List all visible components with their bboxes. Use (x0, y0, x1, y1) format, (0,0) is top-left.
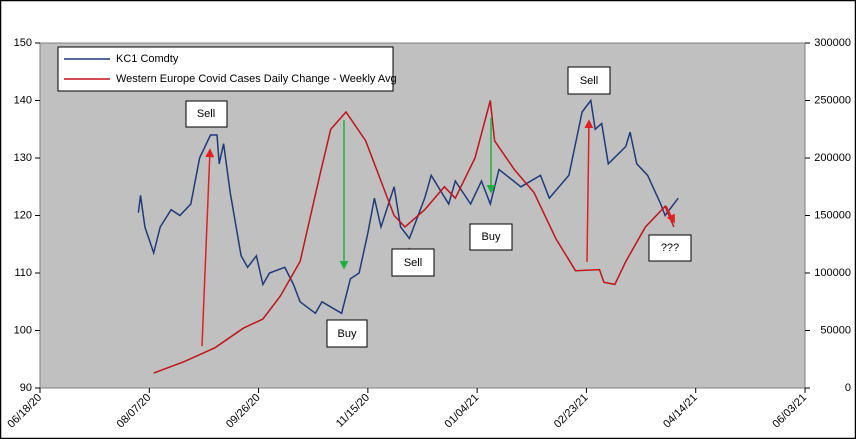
legend-label: Western Europe Covid Cases Daily Change … (116, 73, 397, 85)
y-tick-label: 110 (14, 267, 32, 279)
legend-box (57, 46, 394, 92)
series-line (137, 98, 679, 315)
y2-tick-label: 50000 (820, 324, 851, 336)
y-tick-label: 90 (20, 382, 32, 394)
plot-area (39, 42, 806, 389)
y-tick-label: 120 (14, 209, 32, 221)
annotations: Sell Buy Sell Buy Sell ??? (185, 66, 692, 348)
y2-tick-label: 300000 (814, 37, 851, 49)
y2-tick-label: 250000 (814, 94, 851, 106)
annotation-box (567, 66, 611, 95)
annotation-box (469, 223, 513, 251)
annotation: Sell (197, 108, 215, 120)
annotation: Buy (338, 328, 357, 340)
annotation-box (391, 248, 435, 277)
series-line (153, 100, 675, 374)
arrows (201, 118, 675, 347)
annotation-box (185, 100, 228, 128)
arrow (665, 205, 675, 224)
arrow (201, 148, 215, 347)
arrow (584, 119, 594, 263)
annotation-box (326, 319, 368, 348)
y2-tick-label: 150000 (814, 209, 851, 221)
annotation: Sell (580, 75, 598, 87)
legend-label: KC1 Comdty (116, 53, 179, 65)
annotation-box (648, 234, 692, 262)
annotation: Buy (482, 231, 501, 243)
y-tick-label: 140 (14, 94, 32, 106)
y-tick-label: 130 (14, 152, 32, 164)
y-tick-label: 150 (14, 37, 32, 49)
y2-tick-label: 200000 (814, 152, 851, 164)
y2-tick-label: 0 (845, 382, 851, 394)
y-tick-label: 100 (14, 324, 32, 336)
legend: KC1 Comdty Western Europe Covid Cases Dai… (57, 46, 397, 92)
y2-tick-label: 100000 (814, 267, 851, 279)
annotation: Sell (404, 257, 422, 269)
annotation: ??? (661, 242, 679, 254)
